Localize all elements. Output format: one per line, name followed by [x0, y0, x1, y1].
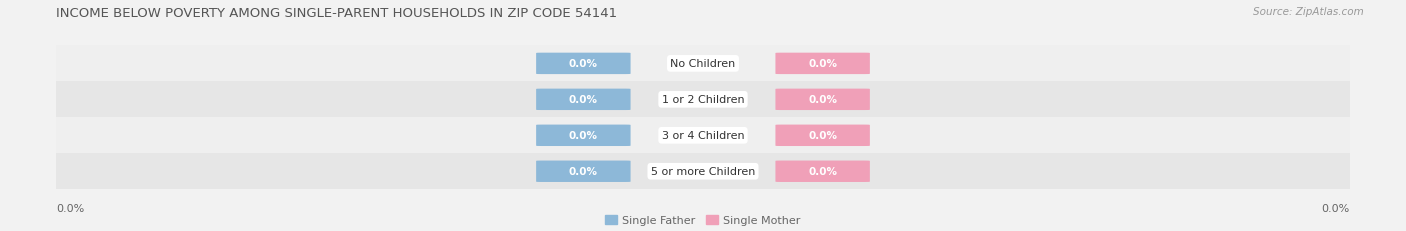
FancyBboxPatch shape [776, 89, 870, 111]
Text: 0.0%: 0.0% [569, 131, 598, 141]
FancyBboxPatch shape [56, 154, 1350, 189]
Legend: Single Father, Single Mother: Single Father, Single Mother [606, 215, 800, 225]
FancyBboxPatch shape [776, 125, 870, 146]
Text: 3 or 4 Children: 3 or 4 Children [662, 131, 744, 141]
Text: 5 or more Children: 5 or more Children [651, 167, 755, 176]
FancyBboxPatch shape [776, 161, 870, 182]
Text: 0.0%: 0.0% [808, 59, 837, 69]
FancyBboxPatch shape [776, 53, 870, 75]
Text: 0.0%: 0.0% [569, 95, 598, 105]
Text: 0.0%: 0.0% [808, 167, 837, 176]
Text: 0.0%: 0.0% [808, 95, 837, 105]
Text: INCOME BELOW POVERTY AMONG SINGLE-PARENT HOUSEHOLDS IN ZIP CODE 54141: INCOME BELOW POVERTY AMONG SINGLE-PARENT… [56, 7, 617, 20]
FancyBboxPatch shape [56, 118, 1350, 154]
Text: 0.0%: 0.0% [569, 59, 598, 69]
FancyBboxPatch shape [536, 125, 630, 146]
Text: 0.0%: 0.0% [56, 203, 84, 213]
Text: 0.0%: 0.0% [569, 167, 598, 176]
Text: 1 or 2 Children: 1 or 2 Children [662, 95, 744, 105]
Text: Source: ZipAtlas.com: Source: ZipAtlas.com [1253, 7, 1364, 17]
FancyBboxPatch shape [56, 82, 1350, 118]
FancyBboxPatch shape [536, 53, 630, 75]
FancyBboxPatch shape [536, 89, 630, 111]
FancyBboxPatch shape [56, 46, 1350, 82]
Text: 0.0%: 0.0% [808, 131, 837, 141]
Text: No Children: No Children [671, 59, 735, 69]
Text: 0.0%: 0.0% [1322, 203, 1350, 213]
FancyBboxPatch shape [536, 161, 630, 182]
